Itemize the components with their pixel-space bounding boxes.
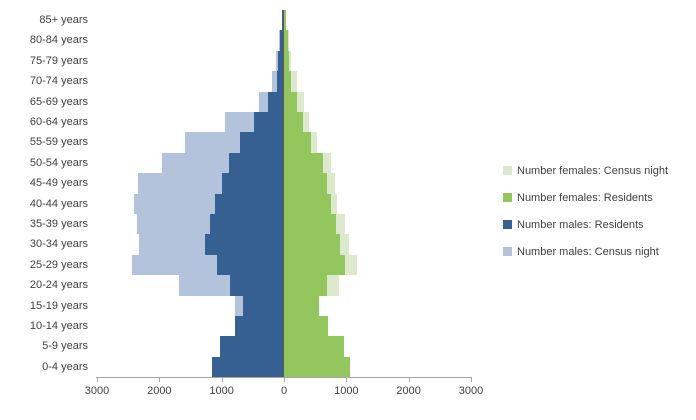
bar — [284, 132, 311, 153]
bar — [284, 234, 341, 255]
y-axis-label: 30-34 years — [29, 238, 88, 251]
y-axis-label: 65-69 years — [29, 95, 88, 108]
legend-label: Number females: Residents — [517, 191, 653, 204]
legend-swatch-icon — [503, 166, 512, 175]
bar — [284, 112, 304, 133]
bar — [284, 173, 327, 194]
bar — [276, 71, 284, 92]
y-axis-label: 50-54 years — [29, 156, 88, 169]
bar — [284, 91, 298, 112]
bar — [284, 336, 344, 357]
bar — [278, 50, 284, 72]
category-axis-line — [283, 10, 284, 377]
legend-item: Number males: Census night — [503, 238, 668, 265]
y-axis-label: 80-84 years — [29, 34, 88, 47]
bar — [216, 254, 284, 276]
bar — [221, 173, 284, 194]
bar — [284, 71, 292, 92]
y-axis-label: 75-79 years — [29, 54, 88, 67]
bar — [268, 91, 284, 112]
y-axis-label: 55-59 years — [29, 136, 88, 149]
bar — [279, 30, 284, 51]
y-axis-label: 60-64 years — [29, 116, 88, 128]
bar — [235, 316, 284, 337]
x-axis-tick-label: 3000 — [458, 385, 484, 397]
legend-swatch-icon — [503, 193, 512, 202]
bar — [205, 234, 284, 255]
bar — [284, 356, 351, 378]
bar — [284, 316, 329, 337]
x-axis-tick — [97, 378, 98, 382]
legend-swatch-icon — [503, 220, 512, 229]
bar — [210, 214, 284, 235]
legend-label: Number females: Census night — [517, 164, 669, 177]
x-axis-tick-label: 0 — [280, 385, 288, 397]
y-axis-label: 10-14 years — [29, 320, 88, 332]
bar — [284, 295, 320, 316]
x-axis-tick — [221, 378, 223, 382]
x-axis-tick-label: 1000 — [334, 385, 359, 397]
legend: Number females: Census night Number femal… — [503, 157, 668, 265]
y-axis-label: 85+ years — [39, 14, 88, 26]
bar — [220, 336, 284, 357]
legend-label: Number males: Residents — [517, 218, 644, 231]
legend-label: Number males: Census night — [517, 245, 659, 258]
bar — [229, 152, 284, 174]
x-axis-tick-label: 2000 — [147, 385, 172, 397]
y-axis-label: 40-44 years — [29, 197, 88, 210]
bar — [230, 275, 284, 296]
bar — [284, 152, 323, 174]
legend-item: Number females: Residents — [503, 184, 668, 211]
bar — [284, 193, 331, 214]
bar — [284, 50, 289, 72]
bar — [284, 275, 327, 296]
y-axis-label: 45-49 years — [29, 177, 88, 190]
x-axis-tick — [346, 378, 348, 382]
x-axis-line — [95, 377, 472, 378]
bar — [212, 356, 284, 378]
bar — [284, 214, 337, 235]
y-axis-label: 20-24 years — [29, 279, 88, 292]
x-axis-tick — [470, 378, 472, 382]
bar — [240, 132, 284, 153]
legend-item: Number females: Census night — [503, 157, 668, 184]
y-axis-label: 70-74 years — [29, 75, 88, 88]
bar — [284, 254, 346, 276]
bar — [284, 10, 286, 31]
y-axis-label: 35-39 years — [29, 218, 88, 230]
bar — [254, 112, 284, 133]
legend-swatch-icon — [503, 247, 512, 256]
y-axis-label: 15-19 years — [29, 299, 88, 312]
x-axis-tick — [284, 378, 285, 382]
legend-item: Number males: Residents — [503, 211, 668, 238]
y-axis-label: 5-9 years — [42, 340, 88, 353]
x-axis-tick — [408, 378, 410, 382]
y-axis-label: 25-29 years — [29, 258, 88, 271]
x-axis-tick-label: 3000 — [84, 385, 110, 397]
x-axis-tick-label: 1000 — [209, 385, 234, 397]
x-axis-tick — [159, 378, 161, 382]
bar — [215, 193, 284, 214]
bar — [284, 30, 289, 51]
x-axis-tick-label: 2000 — [396, 385, 421, 397]
bar — [242, 295, 284, 316]
y-axis-label: 0-4 years — [42, 360, 88, 373]
